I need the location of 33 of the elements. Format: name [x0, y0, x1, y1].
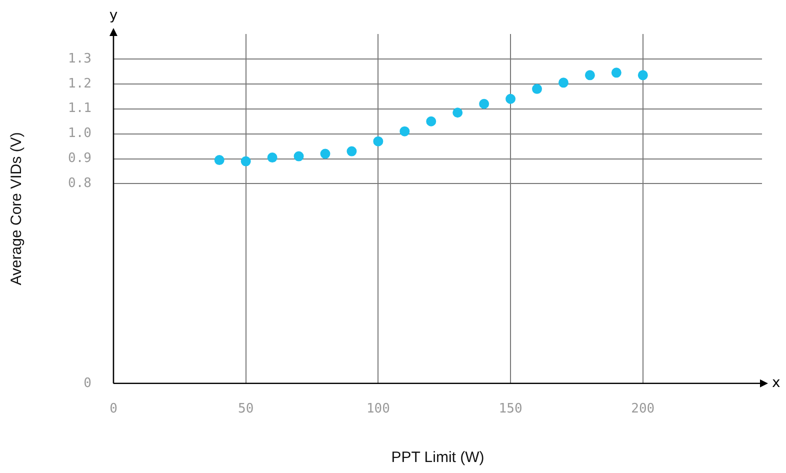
point — [638, 70, 648, 80]
y-tick-label: 1.1 — [68, 101, 92, 116]
x-axis-title: PPT Limit (W) — [391, 449, 484, 466]
point — [426, 116, 436, 126]
y-axis-title: Average Core VIDs (V) — [8, 132, 26, 286]
y-tick-label: 0.9 — [68, 151, 92, 166]
text: y — [109, 8, 118, 24]
point — [479, 98, 490, 109]
y-tick-label: 0.8 — [68, 176, 92, 192]
point — [373, 136, 384, 146]
y-tick-label: 0 — [84, 376, 92, 391]
y-tick-label: 1.0 — [68, 126, 92, 142]
text: x — [772, 375, 780, 392]
point — [320, 148, 330, 159]
point — [267, 152, 278, 163]
x-tick-label: 200 — [631, 402, 655, 417]
point — [584, 70, 595, 80]
y-tick-label: 1.3 — [68, 51, 92, 66]
point — [532, 84, 542, 94]
point — [558, 78, 568, 88]
x-tick-label: 0 — [110, 402, 118, 417]
point — [452, 108, 463, 118]
point — [611, 68, 622, 78]
point — [346, 146, 357, 156]
y-tick-label: 1.2 — [68, 76, 92, 92]
point — [294, 151, 304, 162]
x-tick-label: 50 — [238, 402, 254, 417]
point — [240, 156, 251, 166]
x-tick-label: 100 — [366, 402, 390, 417]
point — [214, 155, 224, 166]
point — [400, 126, 410, 136]
x-tick-label: 150 — [498, 402, 522, 417]
point — [506, 94, 516, 104]
